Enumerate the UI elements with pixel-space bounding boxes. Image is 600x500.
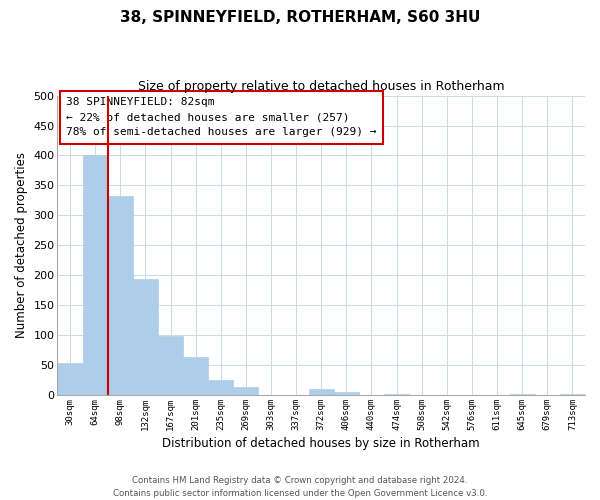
- Bar: [108, 196, 133, 395]
- Text: 38 SPINNEYFIELD: 82sqm
← 22% of detached houses are smaller (257)
78% of semi-de: 38 SPINNEYFIELD: 82sqm ← 22% of detached…: [66, 98, 377, 137]
- Bar: [233, 386, 259, 395]
- Bar: [133, 280, 158, 395]
- Bar: [158, 336, 183, 395]
- Bar: [334, 392, 359, 395]
- Bar: [83, 155, 108, 395]
- Text: Contains HM Land Registry data © Crown copyright and database right 2024.
Contai: Contains HM Land Registry data © Crown c…: [113, 476, 487, 498]
- Bar: [308, 389, 334, 395]
- Y-axis label: Number of detached properties: Number of detached properties: [15, 152, 28, 338]
- X-axis label: Distribution of detached houses by size in Rotherham: Distribution of detached houses by size …: [163, 437, 480, 450]
- Title: Size of property relative to detached houses in Rotherham: Size of property relative to detached ho…: [138, 80, 505, 93]
- Bar: [384, 394, 409, 395]
- Bar: [509, 394, 535, 395]
- Text: 38, SPINNEYFIELD, ROTHERHAM, S60 3HU: 38, SPINNEYFIELD, ROTHERHAM, S60 3HU: [120, 10, 480, 25]
- Bar: [560, 394, 585, 395]
- Bar: [183, 358, 208, 395]
- Bar: [58, 364, 83, 395]
- Bar: [208, 380, 233, 395]
